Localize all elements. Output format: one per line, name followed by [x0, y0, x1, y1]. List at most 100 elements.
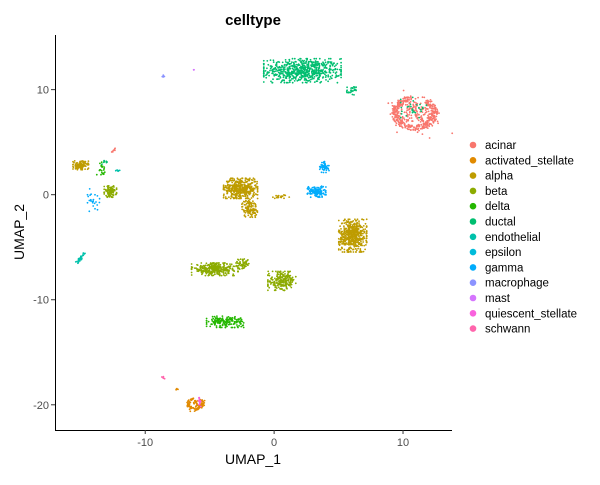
- point-beta: [226, 266, 229, 269]
- point-ductal: [274, 73, 277, 75]
- point-alpha: [253, 191, 256, 194]
- point-acinar: [429, 118, 431, 121]
- point-ductal: [299, 78, 302, 81]
- point-ductal: [324, 64, 327, 67]
- point-alpha: [245, 177, 247, 180]
- point-ductal: [419, 108, 422, 111]
- point-beta: [213, 273, 216, 276]
- point-ductal: [284, 61, 287, 63]
- point-alpha: [249, 189, 252, 192]
- point-alpha: [248, 204, 251, 207]
- point-delta: [214, 319, 216, 322]
- point-delta: [205, 325, 208, 328]
- point-ductal: [399, 98, 402, 101]
- point-beta: [294, 282, 297, 285]
- point-acinar: [404, 100, 407, 102]
- point-alpha: [243, 203, 246, 206]
- point-beta: [218, 267, 221, 270]
- point-alpha: [345, 221, 347, 224]
- point-beta: [106, 185, 109, 188]
- point-alpha: [250, 185, 253, 188]
- point-activated_stellate: [186, 404, 189, 407]
- point-acinar: [408, 97, 411, 99]
- point-activated_stellate: [193, 402, 195, 404]
- point-alpha: [355, 249, 358, 252]
- point-beta: [111, 185, 114, 188]
- point-gamma: [322, 192, 325, 195]
- point-beta: [294, 275, 297, 278]
- point-alpha: [363, 244, 366, 247]
- point-alpha: [244, 215, 247, 218]
- point-beta: [245, 263, 247, 266]
- point-quiescent_stellate: [198, 399, 201, 402]
- point-beta: [242, 267, 245, 270]
- point-acinar: [401, 121, 404, 124]
- legend-key-activated_stellate: [469, 157, 477, 164]
- point-beta: [225, 269, 227, 272]
- point-ductal: [400, 106, 403, 109]
- point-delta: [205, 321, 208, 324]
- point-acinar: [408, 128, 410, 131]
- point-acinar: [426, 101, 428, 104]
- point-beta: [208, 274, 211, 276]
- point-endothelial: [80, 258, 83, 261]
- point-acinar: [417, 119, 420, 122]
- point-acinar: [413, 126, 415, 128]
- point-alpha: [360, 230, 363, 233]
- point-ductal: [280, 81, 282, 84]
- point-alpha: [224, 196, 227, 198]
- point-alpha: [254, 216, 257, 219]
- point-acinar: [392, 118, 395, 121]
- point-alpha: [341, 251, 344, 253]
- point-alpha: [355, 245, 357, 248]
- point-alpha: [78, 163, 80, 166]
- point-ductal: [307, 77, 310, 79]
- point-alpha: [357, 228, 360, 230]
- point-beta: [209, 262, 212, 264]
- point-alpha: [231, 177, 234, 180]
- point-ductal: [311, 75, 313, 77]
- point-ductal: [309, 76, 312, 79]
- point-gamma: [98, 201, 101, 204]
- point-ductal: [324, 61, 327, 64]
- legend-label-activated_stellate: activated_stellate: [485, 155, 574, 167]
- point-acinar: [408, 102, 411, 104]
- point-acinar: [424, 109, 427, 112]
- point-ductal: [332, 71, 335, 73]
- point-alpha: [354, 243, 357, 246]
- point-ductal: [313, 73, 316, 76]
- point-beta: [196, 263, 198, 266]
- point-acinar: [428, 137, 431, 139]
- point-acinar: [393, 108, 395, 111]
- point-acinar: [403, 111, 406, 114]
- point-activated_stellate: [202, 402, 205, 405]
- point-beta: [279, 277, 281, 280]
- point-ductal: [314, 61, 317, 64]
- point-ductal: [277, 71, 280, 74]
- point-gamma: [88, 199, 91, 202]
- point-delta: [214, 322, 217, 325]
- point-alpha: [256, 182, 258, 185]
- point-gamma: [316, 192, 319, 195]
- point-ductal: [265, 76, 268, 79]
- point-ductal: [307, 60, 310, 63]
- point-alpha: [236, 177, 239, 180]
- point-beta: [282, 284, 285, 286]
- point-beta: [205, 267, 208, 269]
- point-delta: [234, 318, 237, 320]
- point-beta: [279, 270, 282, 273]
- point-beta: [290, 283, 293, 286]
- point-acinar: [394, 113, 397, 116]
- point-ductal: [272, 78, 274, 81]
- point-alpha: [250, 203, 253, 206]
- point-alpha: [244, 204, 247, 206]
- legend-key-epsilon: [469, 248, 477, 256]
- point-beta: [111, 194, 114, 196]
- point-gamma: [94, 207, 96, 210]
- point-ductal: [418, 116, 421, 119]
- point-delta: [205, 317, 208, 320]
- point-alpha: [337, 248, 340, 250]
- point-alpha: [346, 221, 349, 224]
- point-ductal: [303, 79, 306, 81]
- point-ductal: [284, 63, 286, 66]
